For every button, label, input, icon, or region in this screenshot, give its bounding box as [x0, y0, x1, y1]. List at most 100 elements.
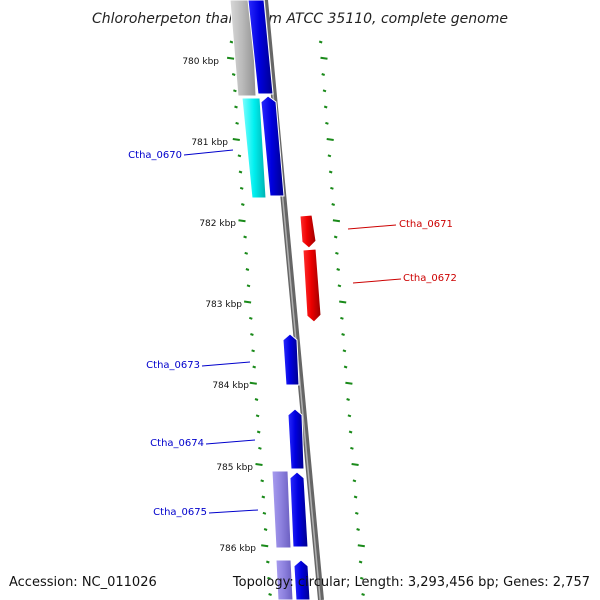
ruler-tick: [336, 268, 341, 271]
ruler-tick: [320, 56, 328, 60]
ruler-tick: [330, 186, 334, 190]
gene-lavender-lower[interactable]: [275, 559, 294, 600]
ruler-tick: [331, 203, 336, 206]
ruler-tick: [335, 251, 339, 255]
gene-labels: Ctha_0670 Ctha_0671 Ctha_0672 Ctha_0673 …: [128, 150, 457, 518]
gene-blue-ctha-0673[interactable]: [282, 333, 300, 386]
ruler-tick: [267, 576, 271, 580]
kbp-labels: 780 kbp 781 kbp 782 kbp 783 kbp 784 kbp …: [182, 57, 256, 554]
gene-lavender-ctha-0675[interactable]: [271, 470, 292, 549]
ruler-tick: [356, 528, 360, 531]
ruler-tick: [337, 284, 342, 288]
ruler-tick: [250, 333, 254, 336]
ruler-tick: [352, 479, 357, 483]
ruler-tick: [249, 381, 257, 385]
accession-text: Accession: NC_011026: [9, 575, 157, 590]
ruler-tick: [346, 398, 350, 401]
ruler-tick: [263, 528, 268, 531]
ruler-tick: [226, 56, 235, 60]
ruler-tick: [258, 446, 262, 450]
ruler-tick: [357, 544, 365, 548]
ruler-tick: [255, 463, 263, 466]
ruler-tick: [351, 463, 359, 466]
ruler-tick: [345, 381, 353, 385]
ruler-tick: [251, 349, 255, 353]
ruler-tick: [332, 219, 341, 223]
ruler-tick: [358, 560, 363, 564]
ruler-tick: [339, 300, 347, 304]
ruler-tick: [233, 89, 237, 93]
ruler-tick: [326, 138, 334, 141]
gene-blue-ctha-0675[interactable]: [289, 471, 309, 548]
ruler-tick: [328, 170, 333, 174]
ruler-tick: [229, 40, 234, 44]
ruler-tick: [231, 73, 236, 76]
gene-label-leaders: [183, 149, 402, 514]
kbp-label-784: 784 kbp: [212, 381, 249, 391]
ruler-tick: [321, 73, 326, 76]
ruler-tick: [261, 495, 266, 499]
gene-cyan-ctha-0670[interactable]: [241, 97, 267, 199]
ruler-tick: [232, 138, 240, 141]
ruler-tick: [243, 235, 247, 239]
ruler-ticks-right: [318, 40, 365, 596]
ruler-tick: [323, 105, 328, 109]
ruler-tick: [327, 154, 332, 158]
ruler-tick: [256, 430, 261, 434]
ruler-tick: [248, 316, 253, 320]
gene-label-ctha-0675[interactable]: Ctha_0675: [153, 507, 207, 518]
ruler-tick: [260, 479, 265, 483]
gene-label-ctha-0670[interactable]: Ctha_0670: [128, 150, 182, 161]
gene-features: [229, 0, 322, 600]
gene-red-ctha-0671[interactable]: [299, 214, 317, 249]
kbp-label-780: 780 kbp: [182, 57, 219, 67]
ruler-tick: [234, 105, 238, 109]
ruler-tick: [343, 365, 348, 369]
gene-gray-upper[interactable]: [229, 0, 257, 97]
gene-red-ctha-0672[interactable]: [302, 248, 322, 323]
ruler-tick: [350, 446, 354, 450]
ruler-tick: [254, 398, 259, 401]
ruler-tick: [245, 268, 250, 271]
ruler-tick: [354, 511, 359, 515]
ruler-tick: [244, 251, 249, 255]
gene-label-ctha-0671[interactable]: Ctha_0671: [399, 219, 453, 230]
ruler-tick: [265, 560, 270, 564]
gene-blue-lower[interactable]: [293, 559, 311, 600]
kbp-label-781: 781 kbp: [191, 138, 228, 148]
ruler-ticks-left: [226, 40, 272, 596]
ruler-tick: [243, 300, 252, 304]
ruler-tick: [353, 495, 358, 499]
ruler-tick: [342, 349, 347, 353]
gene-label-ctha-0673[interactable]: Ctha_0673: [146, 360, 200, 371]
summary-text: Topology: circular; Length: 3,293,456 bp…: [232, 575, 590, 590]
ruler-tick: [246, 284, 251, 288]
ruler-tick: [340, 316, 344, 320]
gene-label-ctha-0674[interactable]: Ctha_0674: [150, 438, 204, 449]
ruler-tick: [238, 219, 246, 223]
ruler-tick: [252, 365, 257, 369]
ruler-tick: [268, 593, 272, 596]
gene-label-ctha-0672[interactable]: Ctha_0672: [403, 273, 457, 284]
ruler-tick: [237, 154, 242, 158]
map-title: Chloroherpeton thalassium ATCC 35110, co…: [92, 11, 508, 27]
gene-blue-upper[interactable]: [247, 0, 274, 95]
ruler-tick: [359, 576, 364, 580]
ruler-tick: [262, 511, 267, 515]
ruler-tick: [238, 170, 243, 174]
ruler-tick: [361, 593, 365, 596]
ruler-tick: [240, 203, 245, 206]
gene-blue-ctha-0674[interactable]: [287, 408, 305, 470]
gene-blue-ctha-0670-adjacent[interactable]: [260, 95, 285, 197]
ruler-tick: [325, 121, 329, 125]
ruler-tick: [255, 414, 260, 418]
ruler-tick: [318, 40, 323, 44]
ruler-tick: [341, 333, 345, 336]
kbp-label-783: 783 kbp: [205, 300, 242, 310]
ruler-tick: [239, 186, 244, 190]
ruler-tick: [261, 544, 269, 548]
ruler-tick: [235, 121, 239, 125]
ruler-tick: [322, 89, 327, 93]
